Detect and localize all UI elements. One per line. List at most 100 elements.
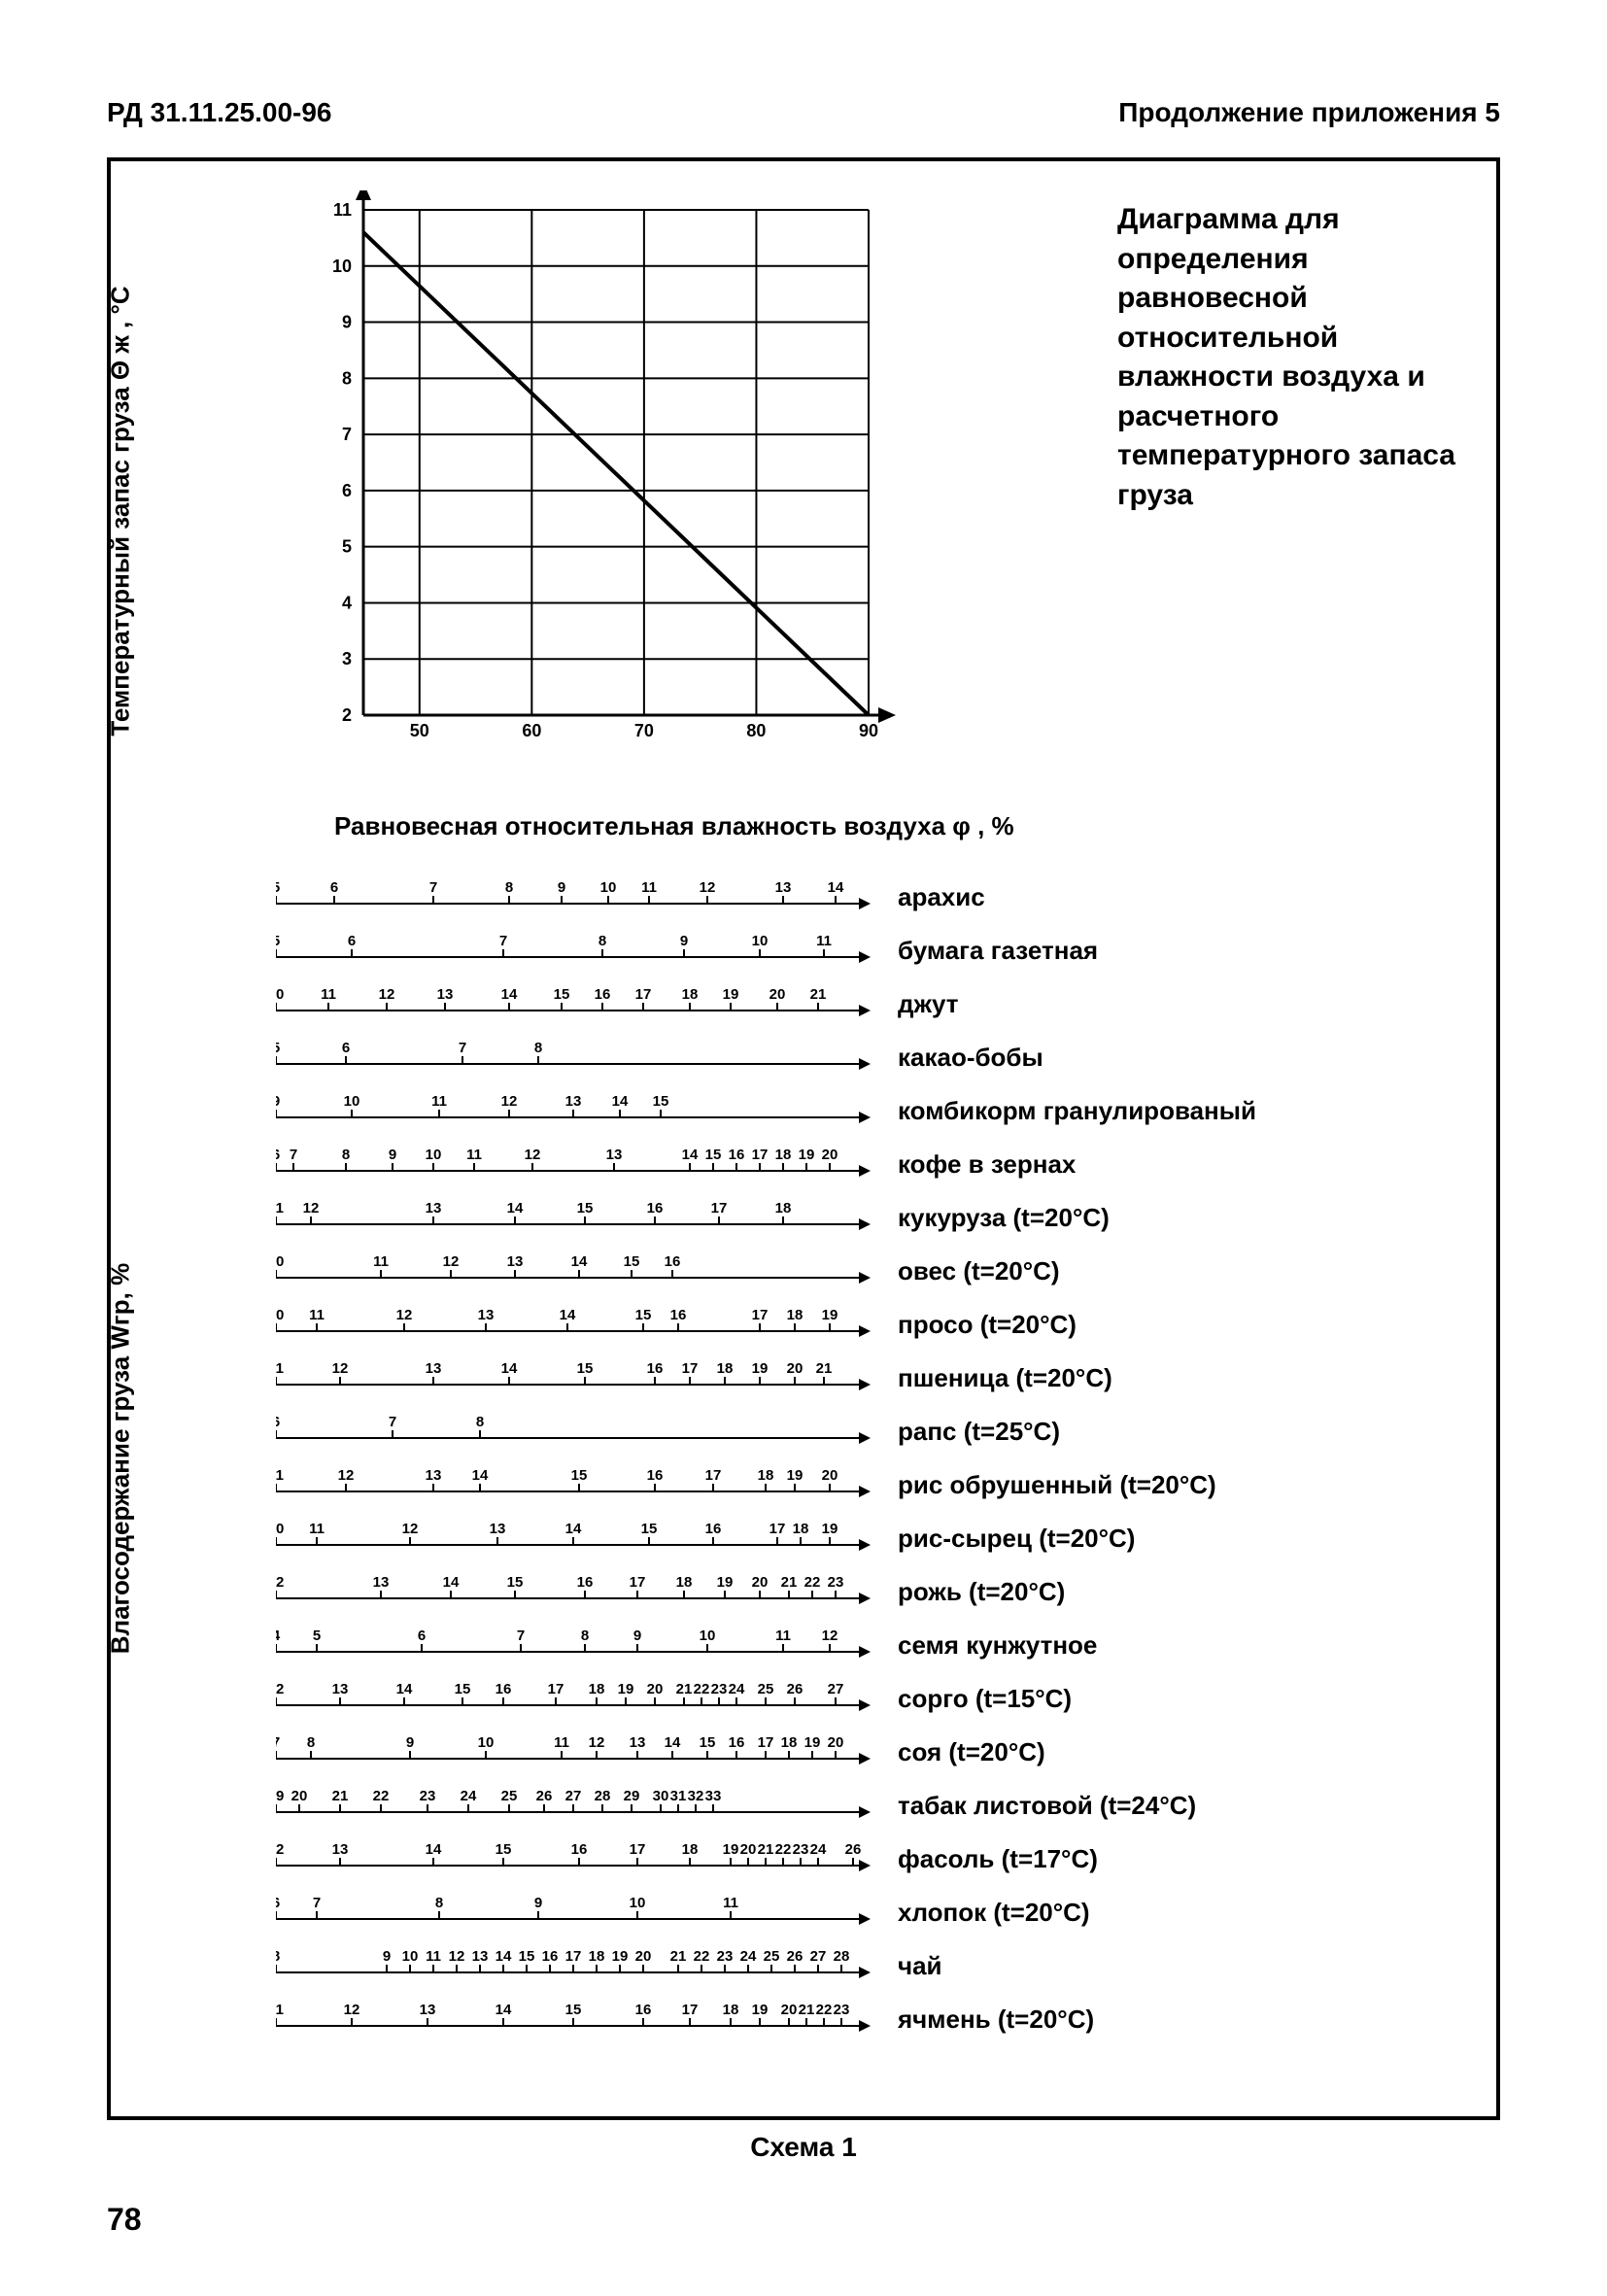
svg-text:19: 19 <box>804 1734 821 1751</box>
svg-text:23: 23 <box>711 1681 728 1697</box>
svg-text:16: 16 <box>729 1734 745 1751</box>
material-label: семя кунжутное <box>898 1619 1467 1672</box>
svg-text:8: 8 <box>581 1628 589 1644</box>
svg-text:7: 7 <box>290 1147 297 1163</box>
svg-text:15: 15 <box>577 1200 594 1217</box>
svg-text:10: 10 <box>276 1307 284 1323</box>
material-scale: 8910111213141516171819202122232425262728 <box>276 1939 878 1993</box>
svg-text:20: 20 <box>828 1734 844 1751</box>
page-number: 78 <box>107 2202 142 2238</box>
svg-text:21: 21 <box>670 1948 687 1965</box>
svg-text:12: 12 <box>396 1307 413 1323</box>
material-scale: 10111213141516171819 <box>276 1298 878 1352</box>
svg-text:3: 3 <box>342 649 352 668</box>
svg-text:22: 22 <box>775 1841 792 1858</box>
svg-text:14: 14 <box>571 1253 588 1270</box>
material-scale: 11121314151617181920 <box>276 1458 878 1512</box>
svg-text:19: 19 <box>799 1147 815 1163</box>
svg-text:15: 15 <box>496 1841 512 1858</box>
material-label: сорго (t=15°C) <box>898 1672 1467 1726</box>
svg-text:20: 20 <box>647 1681 664 1697</box>
svg-text:19: 19 <box>822 1307 838 1323</box>
svg-text:11: 11 <box>321 986 336 1003</box>
svg-text:12: 12 <box>276 1574 284 1591</box>
scheme-caption: Схема 1 <box>107 2132 1500 2163</box>
svg-text:12: 12 <box>525 1147 541 1163</box>
svg-text:10: 10 <box>276 1253 284 1270</box>
svg-text:19: 19 <box>723 986 739 1003</box>
svg-text:9: 9 <box>633 1628 641 1644</box>
material-scale: 10111213141516 <box>276 1245 878 1298</box>
material-scale: 101112131415161718192021 <box>276 977 878 1031</box>
svg-text:2: 2 <box>342 705 352 725</box>
svg-text:7: 7 <box>342 425 352 444</box>
svg-text:14: 14 <box>472 1467 489 1484</box>
svg-text:11: 11 <box>775 1628 791 1644</box>
svg-text:33: 33 <box>705 1788 722 1804</box>
svg-text:13: 13 <box>565 1093 582 1110</box>
material-label: чай <box>898 1939 1467 1993</box>
svg-text:15: 15 <box>705 1147 722 1163</box>
svg-text:27: 27 <box>810 1948 827 1965</box>
svg-text:14: 14 <box>565 1521 582 1537</box>
svg-text:10: 10 <box>630 1895 646 1911</box>
material-label: бумага газетная <box>898 924 1467 977</box>
content-frame: Температурный запас груза Θ ж , °C 50607… <box>107 157 1500 2120</box>
svg-text:22: 22 <box>804 1574 821 1591</box>
svg-text:26: 26 <box>845 1841 862 1858</box>
svg-text:23: 23 <box>834 2002 850 2018</box>
svg-text:90: 90 <box>859 721 878 740</box>
svg-text:21: 21 <box>758 1841 774 1858</box>
svg-text:32: 32 <box>688 1788 704 1804</box>
material-scale: 121314151617181920212223 <box>276 1565 878 1619</box>
svg-text:9: 9 <box>342 313 352 332</box>
svg-text:20: 20 <box>752 1574 769 1591</box>
svg-text:7: 7 <box>459 1040 466 1056</box>
svg-text:16: 16 <box>665 1253 681 1270</box>
svg-text:9: 9 <box>406 1734 414 1751</box>
svg-text:14: 14 <box>665 1734 681 1751</box>
material-label: кофе в зернах <box>898 1138 1467 1191</box>
svg-text:11: 11 <box>276 2002 284 2018</box>
svg-text:17: 17 <box>630 1574 646 1591</box>
svg-text:16: 16 <box>571 1841 588 1858</box>
svg-text:50: 50 <box>410 721 429 740</box>
svg-text:6: 6 <box>276 1147 280 1163</box>
svg-text:20: 20 <box>740 1841 757 1858</box>
svg-text:60: 60 <box>522 721 541 740</box>
svg-text:13: 13 <box>332 1681 349 1697</box>
svg-text:12: 12 <box>700 879 716 896</box>
svg-text:18: 18 <box>781 1734 798 1751</box>
svg-text:9: 9 <box>558 879 565 896</box>
svg-text:17: 17 <box>752 1147 769 1163</box>
svg-text:23: 23 <box>717 1948 734 1965</box>
svg-text:18: 18 <box>787 1307 804 1323</box>
scales-area: Влагосодержание груза Wгр, % 56789101112… <box>140 871 1467 2046</box>
chart-description: Диаграмма для определения равновесной от… <box>1117 200 1457 515</box>
svg-text:11: 11 <box>426 1948 441 1965</box>
svg-text:10: 10 <box>344 1093 360 1110</box>
svg-text:11: 11 <box>309 1307 325 1323</box>
material-label: какао-бобы <box>898 1031 1467 1084</box>
svg-text:27: 27 <box>565 1788 582 1804</box>
svg-text:9: 9 <box>389 1147 396 1163</box>
svg-text:15: 15 <box>641 1521 658 1537</box>
svg-text:19: 19 <box>717 1574 734 1591</box>
svg-text:22: 22 <box>694 1681 710 1697</box>
material-scale: 10111213141516171819 <box>276 1512 878 1565</box>
material-scale: 567891011 <box>276 924 878 977</box>
material-label: рапс (t=25°C) <box>898 1405 1467 1458</box>
material-label: ячмень (t=20°C) <box>898 1993 1467 2046</box>
svg-text:20: 20 <box>781 2002 798 2018</box>
svg-text:12: 12 <box>822 1628 838 1644</box>
svg-text:7: 7 <box>389 1414 396 1430</box>
svg-text:26: 26 <box>787 1948 804 1965</box>
svg-text:14: 14 <box>426 1841 442 1858</box>
svg-text:13: 13 <box>332 1841 349 1858</box>
svg-text:14: 14 <box>496 1948 512 1965</box>
svg-text:19: 19 <box>752 1360 769 1377</box>
material-scale: 67891011 <box>276 1886 878 1939</box>
svg-text:11: 11 <box>333 200 352 220</box>
material-label: комбикорм гранулированый <box>898 1084 1467 1138</box>
material-scale: 456789101112 <box>276 1619 878 1672</box>
